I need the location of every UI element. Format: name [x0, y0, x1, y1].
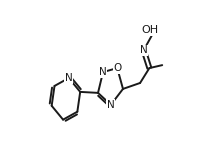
Text: O: O [113, 63, 121, 73]
Text: OH: OH [141, 25, 159, 35]
Text: N: N [107, 100, 115, 110]
Text: N: N [65, 73, 73, 83]
Text: N: N [99, 67, 107, 77]
Text: N: N [140, 45, 148, 55]
